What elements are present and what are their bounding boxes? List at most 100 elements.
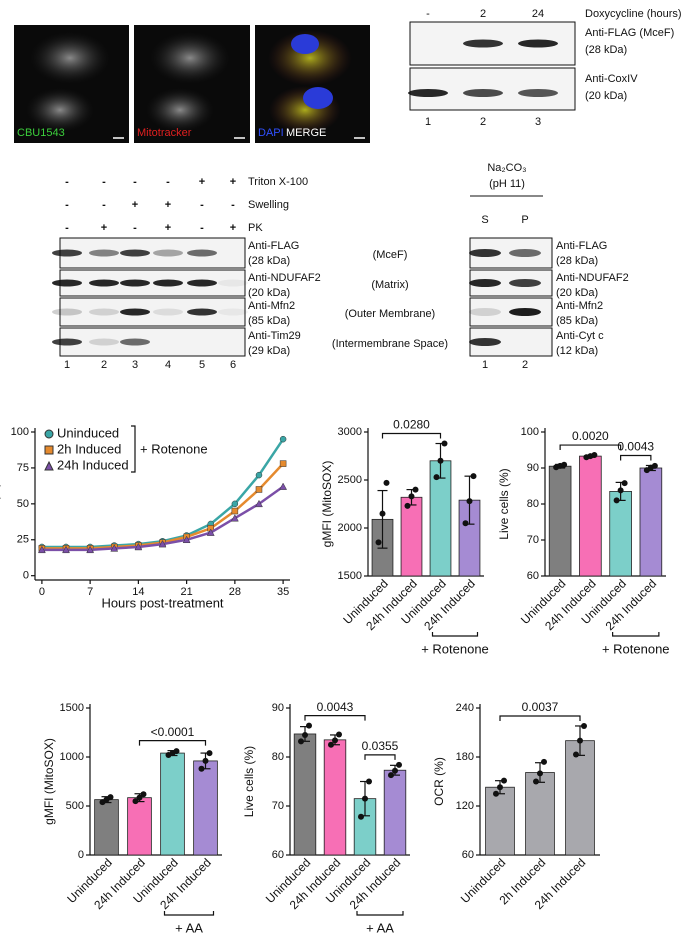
- data-point: [437, 457, 444, 464]
- x-tick-label: 14: [132, 586, 144, 598]
- bar: [639, 467, 663, 577]
- antibody-label: Anti-CoxIV: [585, 73, 638, 85]
- data-point: [332, 737, 338, 744]
- marker: [231, 507, 239, 515]
- channel-label: DAPI: [258, 127, 284, 139]
- bar: [193, 760, 218, 856]
- comparison-bracket: [381, 432, 442, 439]
- lane-label: 1: [482, 359, 488, 371]
- sign: +: [230, 222, 236, 234]
- bar: [525, 772, 555, 856]
- compartment-label: (Outer Membrane): [345, 308, 435, 320]
- sign: -: [65, 176, 69, 188]
- marker: [182, 535, 191, 544]
- blot-panel: [59, 327, 246, 357]
- group-label: + AA: [366, 920, 394, 935]
- data-point: [173, 748, 180, 755]
- data-point: [577, 737, 583, 744]
- band: [218, 308, 248, 316]
- sign: -: [102, 176, 106, 188]
- band: [89, 308, 119, 316]
- legend-bracket: [131, 425, 136, 473]
- band: [52, 279, 82, 287]
- data-point: [573, 751, 579, 758]
- band: [120, 338, 150, 346]
- blot-panel: [59, 269, 246, 297]
- band: [469, 308, 501, 316]
- y-tick-label: 3000: [338, 426, 362, 438]
- y-tick-label: 180: [456, 751, 474, 763]
- band: [518, 39, 558, 48]
- data-point: [441, 440, 448, 447]
- lane-label: 1: [64, 359, 70, 371]
- lane-label: 2: [522, 359, 528, 371]
- marker: [230, 514, 239, 522]
- bar: [160, 752, 185, 856]
- comparison-bracket: [499, 715, 581, 721]
- antibody-label: Anti-Cyt c: [556, 330, 604, 342]
- group-label: + Rotenone: [602, 641, 670, 656]
- legend-label: Uninduced: [57, 425, 119, 440]
- comparison-bracket: [304, 715, 366, 721]
- data-point: [375, 539, 382, 546]
- data-point: [533, 778, 539, 785]
- data-point: [396, 761, 402, 768]
- antibody-label: Anti-NDUFAF2: [556, 272, 629, 284]
- group-bracket: [612, 632, 660, 637]
- p-value: 0.0280: [393, 418, 430, 432]
- y-tick-label: 90: [527, 462, 539, 474]
- legend-label: 2h Induced: [57, 441, 121, 456]
- data-point: [298, 738, 304, 745]
- band: [218, 279, 248, 287]
- y-tick-label: 70: [272, 800, 284, 812]
- data-point: [537, 770, 543, 777]
- condition-label: (pH 11): [489, 178, 525, 190]
- p-value: 0.0037: [522, 700, 559, 714]
- x-tick-label: 21: [180, 586, 192, 598]
- lane-label: 4: [165, 359, 171, 371]
- y-tick-label: 240: [456, 702, 474, 714]
- data-point: [404, 502, 411, 509]
- sign: -: [200, 199, 204, 211]
- y-tick-label: 1500: [338, 570, 362, 582]
- size-label: (20 kDa): [556, 287, 598, 299]
- band: [153, 308, 183, 316]
- p-value: 0.0355: [362, 739, 399, 753]
- y-tick-label: 60: [462, 849, 474, 861]
- size-label: (28 kDa): [248, 255, 290, 267]
- bar: [400, 496, 423, 577]
- data-point: [388, 772, 394, 779]
- sign: +: [230, 176, 236, 188]
- band: [187, 249, 217, 257]
- marker: [279, 435, 287, 443]
- y-tick-label: 2000: [338, 522, 362, 534]
- compartment-label: (MceF): [373, 249, 408, 261]
- bar: [293, 733, 317, 856]
- y-axis-label: RFU (%): [0, 483, 1, 530]
- data-point: [358, 813, 364, 820]
- comparison-bracket: [364, 754, 396, 760]
- size-label: (85 kDa): [248, 315, 290, 327]
- data-point: [541, 758, 547, 765]
- marker: [255, 486, 263, 493]
- marker: [37, 545, 46, 554]
- band: [463, 39, 503, 48]
- antibody-label: Anti-NDUFAF2: [248, 272, 321, 284]
- group-bracket: [431, 632, 479, 637]
- sign: -: [102, 199, 106, 211]
- y-tick-label: 90: [272, 702, 284, 714]
- antibody-label: Anti-Tim29: [248, 330, 301, 342]
- p-value: 0.0020: [572, 429, 609, 443]
- marker: [62, 545, 70, 554]
- bar: [579, 455, 602, 577]
- treatment-label: Na₂CO₃: [487, 162, 526, 174]
- band: [89, 279, 119, 287]
- channel-label: CBU1543: [17, 127, 65, 139]
- treatment-label: Swelling: [248, 199, 289, 211]
- data-point: [302, 731, 308, 738]
- data-point: [493, 790, 499, 797]
- y-axis-label: OCR (%): [432, 757, 446, 806]
- data-point: [392, 767, 398, 774]
- compartment-label: (Intermembrane Space): [332, 338, 448, 350]
- marker: [279, 482, 288, 490]
